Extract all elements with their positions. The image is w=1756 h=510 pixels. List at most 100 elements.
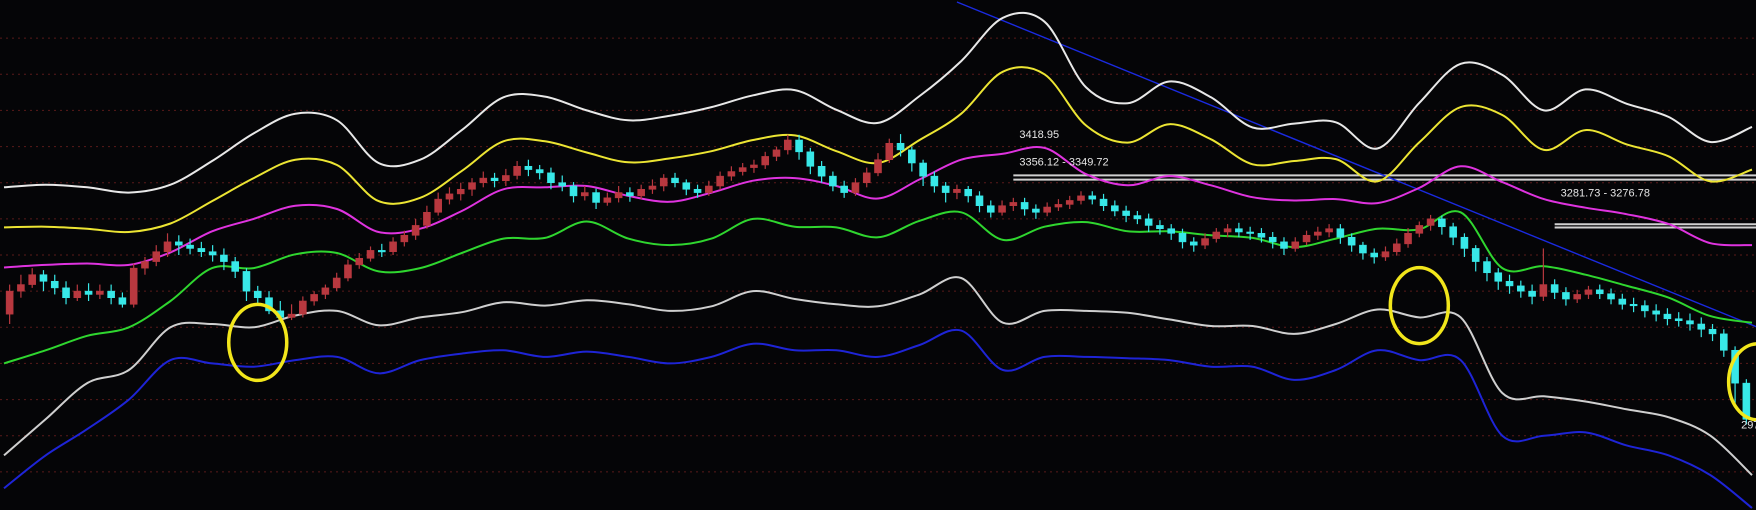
candle-up [637,188,645,197]
candle-down [242,271,251,292]
candle-down [1280,241,1288,249]
candle-up [513,165,521,176]
candle-down [806,151,815,167]
candle-up [1573,294,1581,300]
candle-up [389,241,397,253]
candle-down [1550,284,1559,293]
candle-up [28,274,36,285]
candle-up [1077,195,1085,201]
candle-down [1607,293,1615,300]
candle-down [1133,215,1142,220]
candle-up [874,159,882,174]
grid-lines [0,37,1756,473]
candle-up [163,241,172,253]
candle-up [310,294,318,302]
candle-up [580,192,589,197]
candle-up [659,177,668,187]
candle-up [603,197,612,203]
candle-up [614,192,623,199]
candle-up [479,177,488,184]
candle-down [1494,272,1503,282]
candle-up [152,251,161,262]
candle-down [1178,233,1187,243]
candle-down [1111,205,1119,212]
candle-down [908,149,916,164]
candle-down [107,290,115,299]
candle-up [750,164,758,168]
candle-down [1483,261,1491,274]
candle-up [1314,231,1322,236]
candle-up [129,267,138,305]
highlight-circle [1388,265,1451,346]
candle-down [118,297,127,305]
candle-up [862,172,871,184]
candle-down [829,175,837,187]
candle-up [332,277,341,289]
candle-down [1268,236,1277,243]
price-label: 3418.95 [1019,129,1059,141]
candle-up [456,188,465,195]
price-label: 3356.12 - 3349.72 [1019,157,1108,169]
highlight-circle [226,302,289,383]
candle-up [1392,243,1401,253]
candle-down [817,165,826,177]
candle-up [727,171,736,177]
candle-down [1122,210,1130,216]
candle-up [17,284,25,292]
candlestick-series [5,134,1751,425]
candle-up [1584,289,1593,295]
candle-down [1674,318,1683,322]
candle-up [423,211,431,226]
candle-up [321,287,330,295]
candle-up [885,142,894,161]
candle-down [1449,226,1457,238]
candle-down [1641,305,1649,312]
trendline [956,1,1756,328]
candle-up [783,139,792,151]
candle-down [197,248,206,253]
candle-up [299,300,307,315]
candle-down [231,261,239,272]
candle-down [840,185,848,193]
candle-down [547,172,555,184]
candle-up [1043,206,1051,213]
highlight-circles [226,265,1756,422]
band-series-line-0 [3,11,1753,194]
candle-down [1336,228,1345,238]
candle-down [1505,280,1514,287]
candle-down [1720,333,1728,351]
candle-down [1347,236,1356,246]
candle-down [220,254,228,262]
candle-down [1189,241,1198,246]
candle-up [761,156,770,166]
candle-down [682,182,691,190]
candle-down [535,169,544,174]
candle-down [1517,285,1525,292]
candle-down [1697,323,1706,330]
candle-down [558,182,567,187]
candle-up [953,188,961,193]
candle-up [400,234,409,243]
candle-down [377,250,386,253]
candle-down [1652,310,1660,315]
band-series-line-5 [3,328,1753,509]
candle-down [930,175,939,187]
candle-down [253,290,262,299]
candle-down [1235,228,1243,233]
candle-up [1291,241,1300,249]
candle-up [1223,228,1232,233]
price-labels: 3418.95 3356.12 - 3349.72 3281.73 - 3276.7… [1019,129,1756,431]
band-series-line-3 [3,210,1753,365]
band-series-line-2 [3,146,1753,269]
candle-down [592,192,600,203]
candle-down [1167,228,1176,234]
candle-up [96,290,104,295]
candle-down [1528,290,1536,297]
candle-up [1325,228,1333,233]
highlight-circle [1726,342,1756,422]
candle-down [62,287,70,299]
candle-down [1460,236,1469,249]
candle-up [716,175,724,187]
candle-up [851,182,860,193]
